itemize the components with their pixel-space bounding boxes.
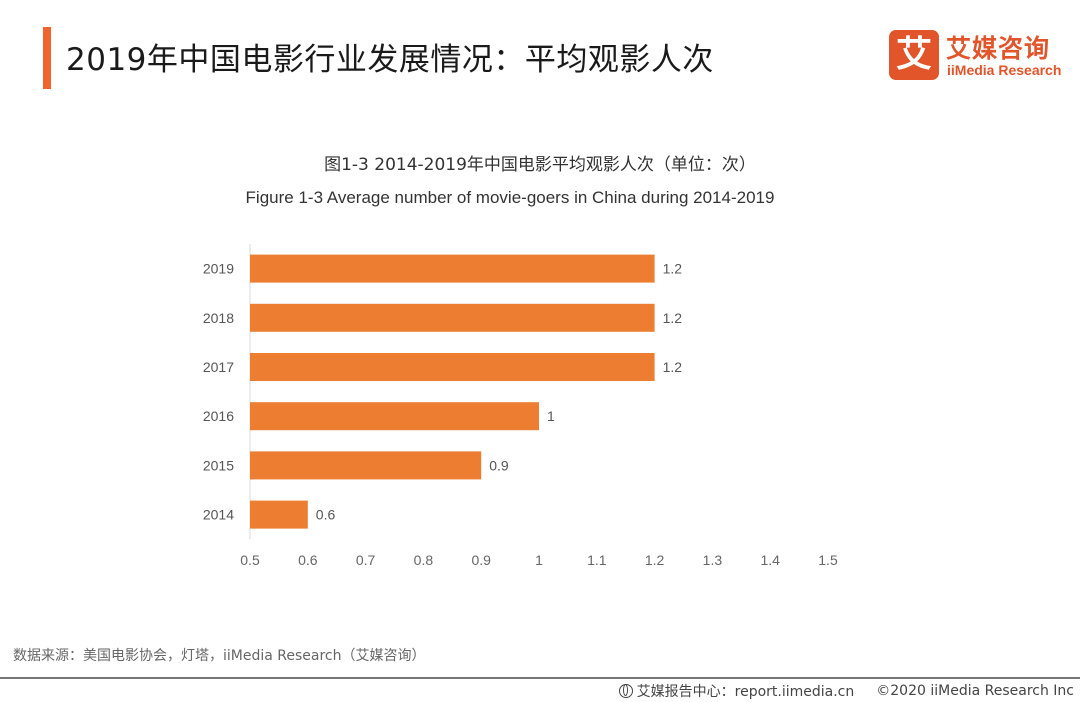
title-accent-bar (43, 27, 51, 89)
y-tick-label: 2016 (203, 408, 234, 424)
footer-divider (0, 677, 1080, 679)
globe-icon (618, 684, 633, 698)
x-tick-label: 0.9 (471, 552, 491, 568)
data-label: 1.2 (663, 359, 683, 375)
x-tick-label: 1 (535, 552, 543, 568)
bar-2017 (250, 353, 655, 381)
data-source: 数据来源：美国电影协会，灯塔，iiMedia Research（艾媒咨询） (13, 648, 426, 664)
x-tick-label: 0.6 (298, 552, 318, 568)
logo-mark-icon: 艾 (889, 30, 939, 80)
y-tick-label: 2018 (203, 310, 234, 326)
data-label: 1.2 (663, 310, 683, 326)
y-tick-label: 2019 (203, 261, 234, 277)
bar-2018 (250, 303, 655, 332)
x-tick-label: 0.7 (356, 552, 376, 568)
x-tick-label: 1.3 (703, 552, 723, 568)
x-tick-label: 1.5 (818, 552, 838, 568)
y-tick-label: 2015 (203, 457, 234, 473)
x-tick-label: 0.5 (240, 552, 260, 568)
data-label: 1.2 (663, 261, 683, 277)
bar-2014 (250, 500, 308, 529)
data-label: 1 (547, 408, 555, 424)
chart-title: 图1-3 2014-2019年中国电影平均观影人次（单位：次） (324, 155, 756, 175)
bar-2019 (250, 254, 655, 283)
data-label: 0.6 (316, 507, 336, 523)
y-tick-label: 2017 (203, 359, 234, 375)
footer-report-center: 艾媒报告中心：report.iimedia.cn (636, 684, 855, 700)
logo-name-en: iiMedia Research (947, 62, 1062, 78)
logo-name-cn: 艾媒咨询 (946, 34, 1051, 63)
footer: 艾媒报告中心：report.iimedia.cn ©2020 iiMedia R… (618, 681, 1074, 701)
y-tick-label: 2014 (203, 507, 234, 523)
iimedia-logo: 艾 艾媒咨询 iiMedia Research (889, 29, 1069, 81)
data-label: 0.9 (489, 457, 509, 473)
chart-subtitle: Figure 1-3 Average number of movie-goers… (245, 188, 775, 207)
x-tick-label: 1.1 (587, 552, 607, 568)
x-tick-label: 1.2 (645, 552, 665, 568)
footer-copyright: ©2020 iiMedia Research Inc (876, 683, 1074, 699)
page-title: 2019年中国电影行业发展情况：平均观影人次 (66, 42, 714, 78)
bar-2016 (250, 402, 539, 431)
x-tick-label: 0.8 (414, 552, 434, 568)
bar-2015 (250, 451, 482, 480)
x-tick-label: 1.4 (760, 552, 780, 568)
